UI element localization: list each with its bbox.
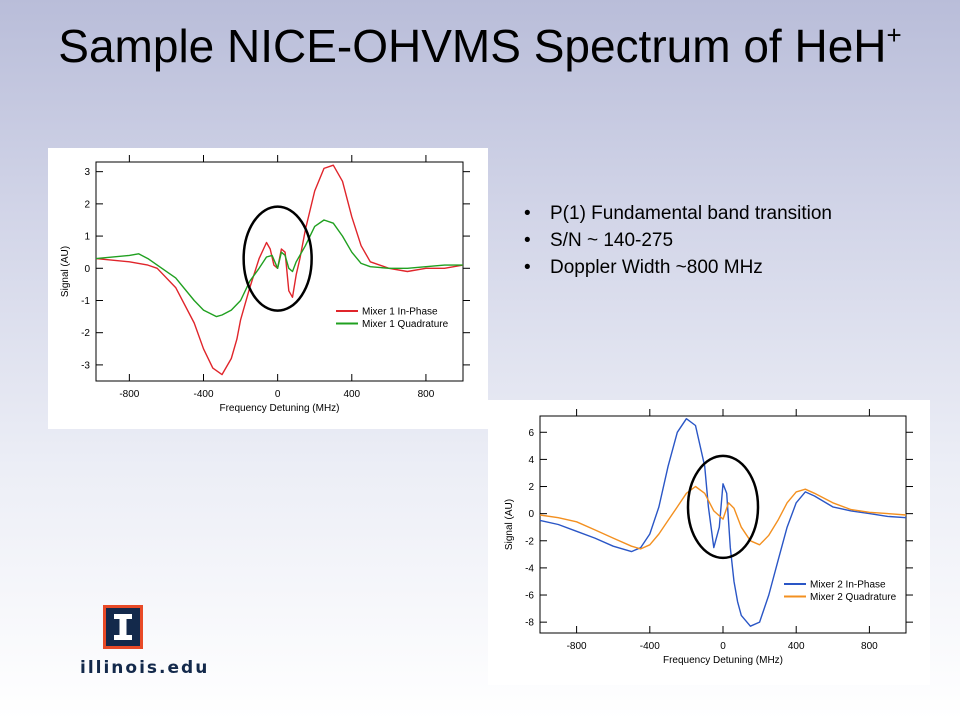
y-tick-label: 4 xyxy=(528,455,534,466)
legend-label: Mixer 2 In-Phase xyxy=(810,580,886,591)
plot-frame xyxy=(95,161,464,382)
block-i-logo-icon xyxy=(103,605,143,649)
x-tick-label: -400 xyxy=(640,641,660,652)
y-tick-label: -2 xyxy=(81,328,90,339)
y-tick-label: 0 xyxy=(84,264,90,275)
illinois-logo: illinois.edu xyxy=(80,605,207,685)
series-line xyxy=(95,164,464,376)
x-tick-label: -800 xyxy=(567,641,587,652)
series-line xyxy=(539,485,907,550)
mixer1-chart: -800 -400 0 400 800 -3 -2 -1 0 1 2 3 Frequency Detun… xyxy=(48,148,488,429)
x-tick-label: 800 xyxy=(418,389,435,400)
x-axis-label: Frequency Detuning (MHz) xyxy=(219,403,339,414)
mixer2-chart-svg: -800 -400 0 400 800 -8 -6 -4 -2 0 2 4 6 Frequency Det… xyxy=(504,409,913,666)
x-axis-label: Frequency Detuning (MHz) xyxy=(663,655,783,666)
legend-label: Mixer 1 Quadrature xyxy=(362,319,449,330)
x-tick-label: -400 xyxy=(193,389,213,400)
y-tick-label: -8 xyxy=(525,618,534,629)
y-tick-label: -6 xyxy=(525,591,534,602)
mixer2-chart: -800 -400 0 400 800 -8 -6 -4 -2 0 2 4 6 Frequency Det… xyxy=(488,400,930,685)
y-tick-label: 2 xyxy=(528,482,534,493)
x-tick-label: 0 xyxy=(720,641,726,652)
y-tick-label: 0 xyxy=(528,509,534,520)
x-tick-label: 0 xyxy=(275,389,281,400)
y-tick-label: 6 xyxy=(528,428,534,439)
x-tick-label: 400 xyxy=(343,389,360,400)
annotation-circle xyxy=(686,454,760,560)
annotation-circle xyxy=(242,205,313,312)
y-tick-label: -3 xyxy=(81,360,90,371)
logo-text: illinois.edu xyxy=(80,658,210,678)
y-tick-label: -4 xyxy=(525,563,534,574)
legend-label: Mixer 2 Quadrature xyxy=(810,592,897,603)
y-tick-label: 2 xyxy=(84,199,90,210)
y-tick-label: 1 xyxy=(84,232,90,243)
title-superscript: + xyxy=(886,20,902,50)
y-tick-label: -1 xyxy=(81,296,90,307)
bullet-item: S/N ~ 140-275 xyxy=(520,227,832,254)
y-axis-label: Signal (AU) xyxy=(504,499,515,550)
legend-label: Mixer 1 In-Phase xyxy=(362,307,438,318)
series-line xyxy=(95,219,463,318)
x-tick-label: 400 xyxy=(788,641,805,652)
slide-title: Sample NICE-OHVMS Spectrum of HeH+ xyxy=(30,18,930,74)
bullet-item: P(1) Fundamental band transition xyxy=(520,200,832,227)
y-tick-label: 3 xyxy=(84,167,90,178)
bullet-item: Doppler Width ~800 MHz xyxy=(520,254,832,281)
x-tick-label: -800 xyxy=(119,389,139,400)
bullet-list: P(1) Fundamental band transition S/N ~ 1… xyxy=(520,200,832,281)
x-tick-label: 800 xyxy=(861,641,878,652)
y-tick-label: -2 xyxy=(525,536,534,547)
y-axis-label: Signal (AU) xyxy=(60,246,71,297)
slide-title-text: Sample NICE-OHVMS Spectrum of HeH xyxy=(58,20,887,72)
mixer1-chart-svg: -800 -400 0 400 800 -3 -2 -1 0 1 2 3 Frequency Detun… xyxy=(60,155,470,414)
